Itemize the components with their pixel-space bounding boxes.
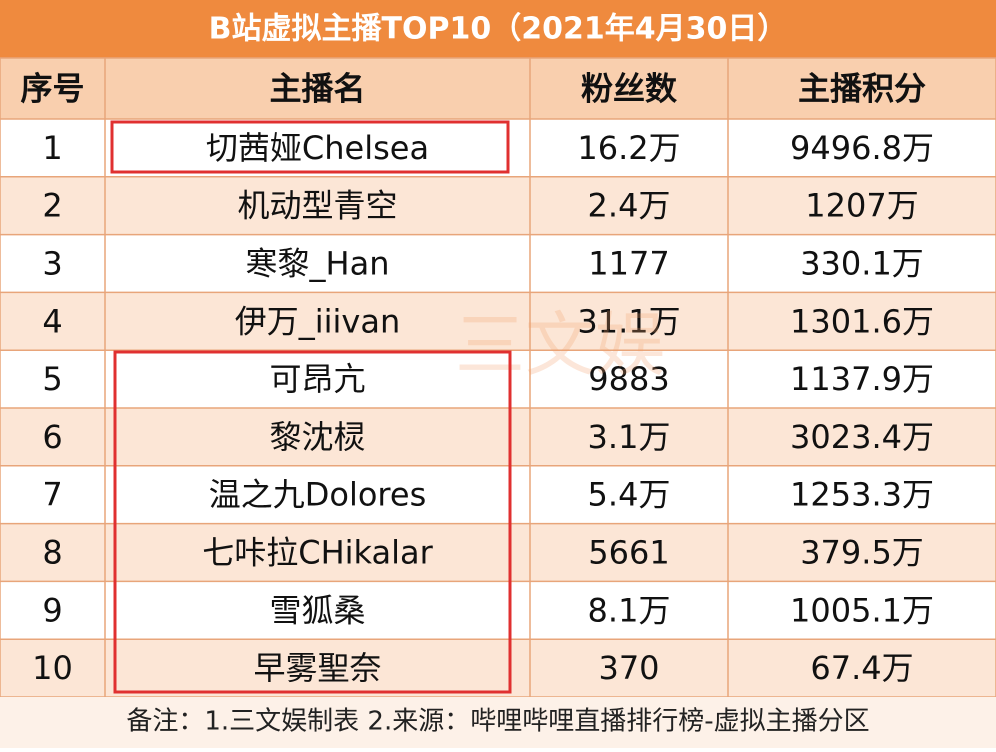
table-cell: 雪狐桑 — [269, 591, 365, 629]
table: 序号 主播名 粉丝数 主播积分 1 切茜娅Chelsea 16.2万 9496.8万 2 机动型青… — [0, 57, 996, 698]
table-cell: 330.1万 — [800, 245, 924, 283]
footer: 备注：1.三文娱制表 2.来源：哔哩哔哩直播排行榜-虚拟主播分区 — [126, 707, 869, 737]
table-cell: 伊万_iiivan — [235, 302, 401, 340]
header-cell: 主播积分 — [798, 70, 926, 108]
title: B站虚拟主播TOP10（2021年4月30日） — [209, 12, 788, 47]
table-cell: 机动型青空 — [237, 187, 397, 225]
table-cell: 6 — [42, 418, 62, 456]
table-row — [0, 176, 996, 235]
title-bar — [0, 0, 996, 58]
header-cell: 粉丝数 — [581, 70, 678, 108]
table-cell: 9 — [42, 591, 62, 629]
table-cell: 1177 — [588, 245, 669, 283]
table-cell: 9496.8万 — [790, 129, 934, 167]
table-cell: 2 — [42, 187, 62, 225]
table-cell: 1005.1万 — [790, 591, 934, 629]
table-cell: 379.5万 — [800, 534, 924, 572]
table-row — [0, 292, 996, 351]
table-cell: 31.1万 — [577, 302, 680, 340]
table-cell: 切茜娅Chelsea — [206, 129, 429, 167]
watermark: 三文娱 — [455, 304, 665, 386]
table-cell: 8.1万 — [588, 591, 671, 629]
table-row — [0, 408, 996, 466]
table-row — [0, 523, 996, 582]
footer-bar — [0, 697, 996, 748]
table-cell: 9883 — [588, 360, 669, 398]
table-row — [0, 234, 996, 293]
table-cell: 5.4万 — [588, 476, 671, 514]
highlight-box — [113, 350, 512, 694]
table-cell: 1301.6万 — [790, 302, 934, 340]
table-cell: 1253.3万 — [790, 476, 934, 514]
table-cell: 370 — [598, 649, 659, 687]
header-cell: 序号 — [20, 70, 84, 108]
table-cell: 3 — [42, 245, 62, 283]
table-cell: 1137.9万 — [790, 360, 934, 398]
table-cell: 寒黎_Han — [246, 245, 390, 283]
table-cell: 1 — [42, 129, 62, 167]
table-cell: 可昂亢 — [269, 360, 365, 398]
table-cell: 早雾聖奈 — [253, 649, 381, 687]
highlight-box — [110, 120, 510, 174]
table-cell: 温之九Dolores — [209, 476, 427, 514]
table-cell: 3.1万 — [588, 418, 671, 456]
table-row — [0, 119, 996, 177]
table-cell: 8 — [42, 534, 62, 572]
table-cell: 7 — [42, 476, 62, 514]
table-cell: 5661 — [588, 534, 669, 572]
table-row — [0, 639, 996, 697]
table-cell: 16.2万 — [577, 129, 680, 167]
table-cell: 5 — [42, 360, 62, 398]
table-cell: 3023.4万 — [790, 418, 934, 456]
table-row — [0, 350, 996, 408]
table-cell: 10 — [32, 649, 73, 687]
table-cell: 黎沈棂 — [269, 418, 365, 456]
table-cell: 1207万 — [805, 187, 918, 225]
table-row — [0, 581, 996, 640]
table-cell: 67.4万 — [810, 649, 913, 687]
table-cell: 七咔拉CHikalar — [202, 534, 433, 572]
table-row — [0, 465, 996, 524]
header-row — [0, 58, 996, 119]
table-cell: 4 — [42, 302, 62, 340]
table-cell: 2.4万 — [588, 187, 671, 225]
header-cell: 主播名 — [269, 70, 365, 108]
